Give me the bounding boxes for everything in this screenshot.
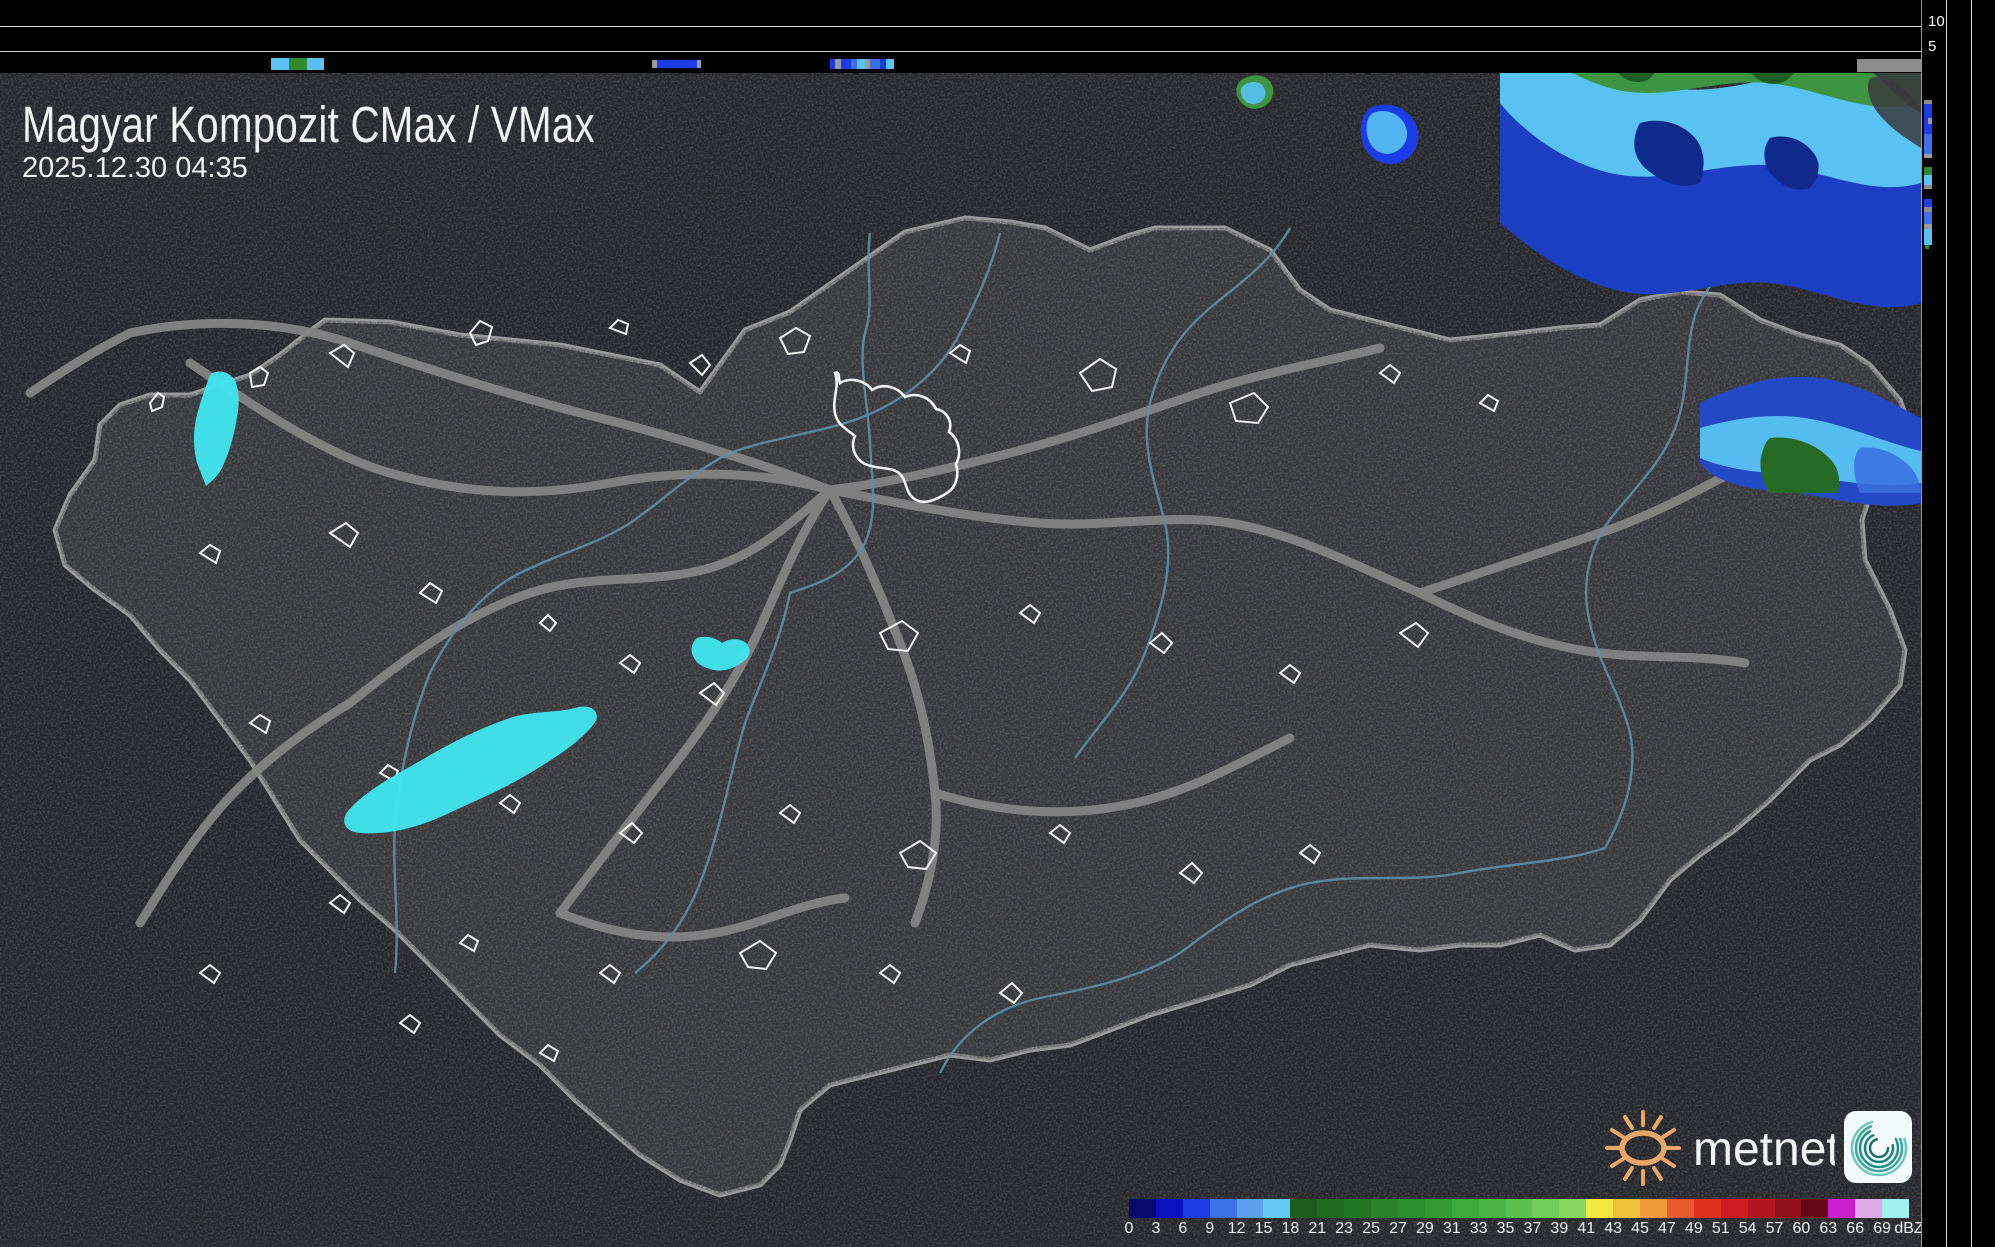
svg-text:metnet: metnet — [1693, 1123, 1835, 1176]
